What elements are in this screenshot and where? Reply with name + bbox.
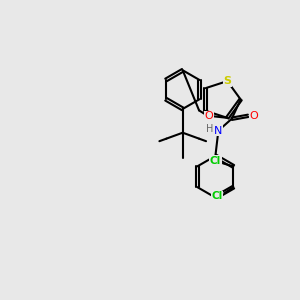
Text: N: N [214, 126, 223, 136]
Text: Cl: Cl [212, 191, 223, 201]
Text: S: S [223, 76, 231, 86]
Text: Cl: Cl [210, 156, 221, 166]
Text: H: H [206, 124, 213, 134]
Text: O: O [249, 111, 258, 121]
Text: O: O [204, 111, 213, 122]
